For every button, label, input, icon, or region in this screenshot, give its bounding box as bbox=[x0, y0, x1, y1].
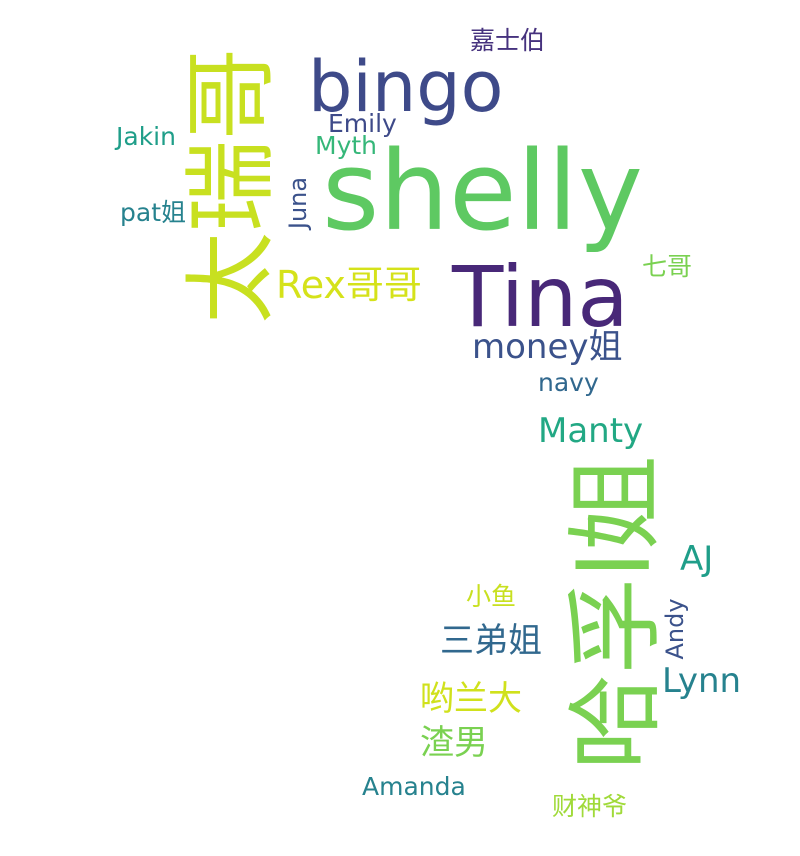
word-emily: Emily bbox=[328, 109, 397, 138]
word-rex-gege: Rex哥哥 bbox=[276, 263, 422, 307]
word-qi-ge: 七哥 bbox=[642, 252, 693, 281]
word-san-di-jie: 三弟姐 bbox=[440, 621, 542, 661]
word-tina: Tina bbox=[452, 248, 629, 346]
word-amanda: Amanda bbox=[362, 772, 466, 801]
word-manty: Manty bbox=[538, 411, 644, 451]
word-myth: Myth bbox=[315, 131, 378, 160]
word-money-jie: money姐 bbox=[472, 327, 623, 367]
word-pat-jie: pat姐 bbox=[120, 198, 186, 227]
word-shelly: shelly bbox=[322, 127, 643, 255]
word-xiao-yu: 小鱼 bbox=[466, 582, 517, 611]
word-andy: Andy bbox=[661, 598, 689, 660]
word-juna: Juna bbox=[284, 176, 312, 230]
word-jakin: Jakin bbox=[116, 122, 176, 151]
word-zha-nan: 渣男 bbox=[420, 723, 488, 763]
word-aj: AJ bbox=[680, 539, 714, 579]
word-tai-rui-ge: 太瑞哥 bbox=[178, 47, 285, 324]
word-lynn: Lynn bbox=[662, 661, 742, 701]
word-haru-jie: 哈孚l姐 bbox=[560, 455, 672, 770]
word-you-lan-da: 哟兰大 bbox=[420, 679, 522, 719]
word-cai-shen-ye: 财神爷 bbox=[552, 792, 628, 821]
word-bingo: bingo bbox=[308, 46, 504, 128]
word-navy: navy bbox=[538, 368, 599, 397]
word-jia-shi-bo: 嘉士伯 bbox=[470, 26, 546, 55]
